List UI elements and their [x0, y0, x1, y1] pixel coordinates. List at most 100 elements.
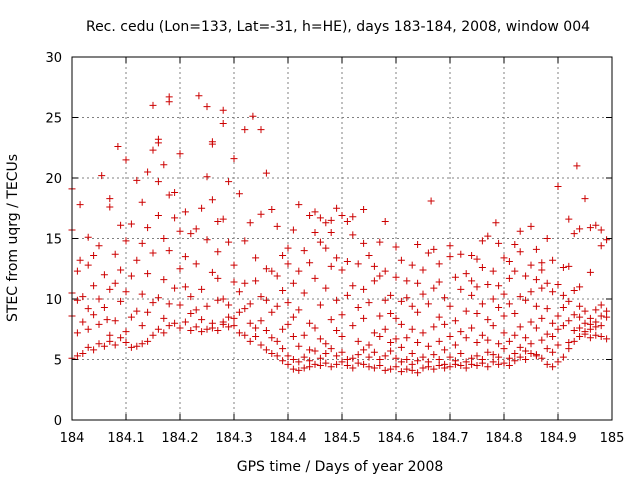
data-point-plus: [597, 242, 605, 250]
data-point-plus: [576, 283, 584, 291]
data-point-plus: [84, 233, 92, 241]
data-point-plus: [473, 310, 481, 318]
data-point-plus: [424, 249, 432, 257]
data-point-plus: [246, 300, 254, 308]
data-point-plus: [225, 323, 233, 331]
data-point-plus: [408, 349, 416, 357]
data-point-plus: [241, 279, 249, 287]
data-point-plus: [311, 274, 319, 282]
data-point-plus: [446, 363, 454, 371]
data-point-plus: [381, 218, 389, 226]
x-tick-label: 184.6: [377, 431, 414, 446]
data-point-plus: [570, 326, 578, 334]
data-point-plus: [214, 326, 222, 334]
data-point-plus: [127, 220, 135, 228]
data-point-plus: [268, 308, 276, 316]
data-point-plus: [397, 368, 405, 376]
data-point-plus: [473, 352, 481, 360]
data-point-plus: [279, 251, 287, 259]
data-point-plus: [419, 329, 427, 337]
data-point-plus: [565, 262, 573, 270]
data-point-plus: [73, 296, 81, 304]
data-point-plus: [95, 295, 103, 303]
data-point-plus: [505, 300, 513, 308]
data-point-plus: [570, 287, 578, 295]
data-point-plus: [484, 280, 492, 288]
data-point-plus: [176, 150, 184, 158]
data-point-plus: [225, 313, 233, 321]
data-point-plus: [441, 320, 449, 328]
data-point-plus: [187, 230, 195, 238]
data-point-plus: [408, 366, 416, 374]
x-tick-label: 184.7: [431, 431, 468, 446]
data-point-plus: [500, 254, 508, 262]
data-point-plus: [284, 299, 292, 307]
data-point-plus: [138, 239, 146, 247]
data-point-plus: [198, 204, 206, 212]
data-point-plus: [327, 345, 335, 353]
data-point-plus: [252, 277, 260, 285]
data-point-plus: [300, 289, 308, 297]
x-tick-label: 184.3: [215, 431, 252, 446]
data-point-plus: [570, 230, 578, 238]
data-point-plus: [144, 337, 152, 345]
data-point-plus: [90, 346, 98, 354]
data-point-plus: [279, 287, 287, 295]
data-point-plus: [279, 357, 287, 365]
data-point-plus: [435, 356, 443, 363]
data-point-plus: [79, 318, 87, 326]
data-point-plus: [430, 284, 438, 292]
data-point-plus: [235, 329, 243, 337]
data-point-plus: [392, 335, 400, 343]
data-point-plus: [365, 299, 373, 307]
data-point-plus: [397, 343, 405, 351]
data-point-plus: [176, 324, 184, 332]
data-point-plus: [176, 227, 184, 235]
data-point-plus: [370, 262, 378, 270]
data-point-plus: [484, 348, 492, 356]
data-point-plus: [160, 314, 168, 322]
data-point-plus: [203, 302, 211, 310]
data-point-plus: [257, 126, 265, 134]
data-point-plus: [133, 342, 141, 350]
data-point-plus: [522, 347, 530, 355]
data-point-plus: [343, 362, 351, 370]
data-point-plus: [73, 329, 81, 337]
data-point-plus: [403, 356, 411, 363]
data-point-plus: [117, 221, 125, 229]
data-point-plus: [381, 296, 389, 304]
data-point-plus: [165, 247, 173, 255]
data-point-plus: [203, 173, 211, 181]
data-point-plus: [370, 364, 378, 372]
data-point-plus: [138, 198, 146, 206]
data-point-plus: [505, 257, 513, 265]
data-point-plus: [414, 279, 422, 287]
data-point-plus: [549, 333, 557, 341]
data-point-plus: [198, 328, 206, 336]
data-point-plus: [468, 251, 476, 259]
data-point-plus: [489, 358, 497, 366]
data-point-plus: [478, 331, 486, 339]
chart-title: Rec. cedu (Lon=133, Lat=-31, h=HE), days…: [86, 19, 590, 35]
data-point-plus: [387, 291, 395, 299]
data-point-plus: [176, 301, 184, 309]
data-point-plus: [249, 112, 257, 120]
data-point-plus: [381, 267, 389, 275]
data-point-plus: [127, 272, 135, 280]
data-point-plus: [419, 266, 427, 274]
data-point-plus: [333, 360, 341, 368]
data-point-plus: [349, 354, 357, 362]
data-point-plus: [468, 324, 476, 332]
x-tick-label: 184.8: [485, 431, 522, 446]
data-point-plus: [322, 284, 330, 292]
data-point-plus: [430, 323, 438, 331]
data-point-plus: [354, 303, 362, 311]
data-point-plus: [446, 353, 454, 361]
data-point-plus: [505, 274, 513, 282]
data-point-plus: [117, 266, 125, 274]
data-point-plus: [495, 282, 503, 290]
data-point-plus: [333, 296, 341, 304]
data-point-plus: [478, 300, 486, 308]
data-point-plus: [154, 178, 162, 186]
data-point-plus: [203, 103, 211, 111]
